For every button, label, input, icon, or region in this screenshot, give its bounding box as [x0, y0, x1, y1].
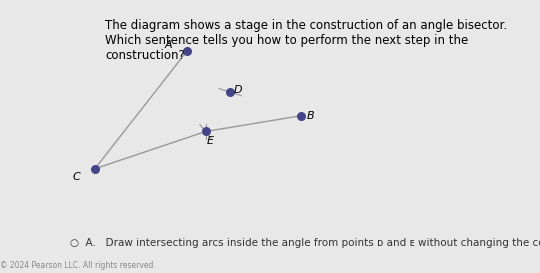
Point: [201, 129, 210, 134]
Text: The diagram shows a stage in the construction of an angle bisector. Which senten: The diagram shows a stage in the constru…: [105, 19, 508, 62]
Point: [91, 167, 99, 171]
Text: D: D: [234, 85, 242, 95]
Point: [226, 90, 234, 94]
Text: B: B: [307, 111, 314, 121]
Text: E: E: [207, 136, 214, 146]
Point: [297, 114, 306, 118]
Text: © 2024 Pearson LLC. All rights reserved.: © 2024 Pearson LLC. All rights reserved.: [0, 261, 156, 270]
Text: A: A: [165, 40, 172, 50]
Text: ○  A.   Draw intersecting arcs inside the angle from points ᴅ and ᴇ without chan: ○ A. Draw intersecting arcs inside the a…: [70, 238, 540, 248]
Text: C: C: [72, 172, 80, 182]
Point: [183, 49, 192, 53]
